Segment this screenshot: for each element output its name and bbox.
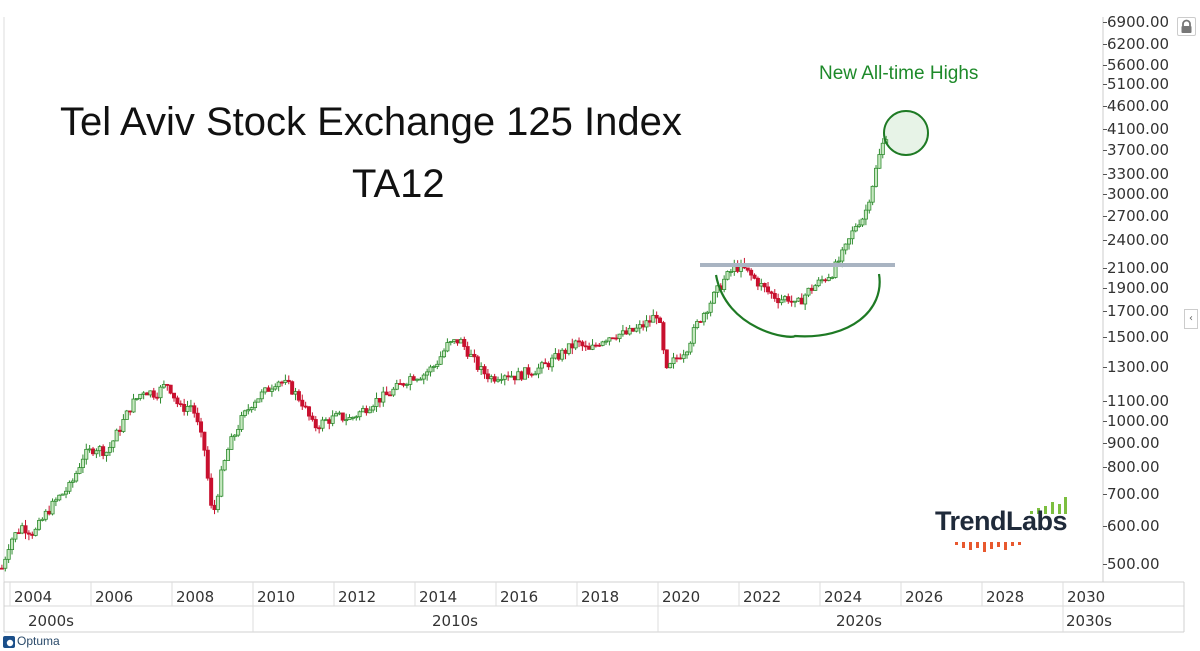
y-tick-label: 800.00 <box>1103 457 1160 476</box>
y-tick-label: 2100.00 <box>1102 258 1170 277</box>
x-tick-label: 2012 <box>338 588 377 606</box>
all-time-high-circle <box>883 110 929 156</box>
decade-label: 2010s <box>432 612 478 630</box>
x-tick-label: 2018 <box>581 588 620 606</box>
y-tick-label: 1500.00 <box>1102 328 1170 347</box>
x-axis-dividers <box>9 582 1064 632</box>
y-tick-label: 1300.00 <box>1102 357 1170 376</box>
decade-label: 2020s <box>836 612 882 630</box>
optuma-logo-icon <box>3 636 15 648</box>
y-tick-label: 700.00 <box>1103 485 1160 504</box>
x-tick-label: 2020 <box>662 588 701 606</box>
y-tick-label: 5600.00 <box>1102 55 1170 74</box>
y-tick-label: 3700.00 <box>1102 141 1170 160</box>
optuma-label: Optuma <box>17 634 60 648</box>
all-time-highs-annotation: New All-time Highs <box>819 63 979 84</box>
y-tick-label: 1700.00 <box>1102 302 1170 321</box>
rounding-bottom-arc <box>714 273 881 338</box>
lock-icon <box>1181 19 1192 33</box>
y-tick-label: 4600.00 <box>1102 96 1170 115</box>
y-tick-label: 5100.00 <box>1102 75 1170 94</box>
x-tick-label: 2016 <box>500 588 539 606</box>
decade-label: 2000s <box>28 612 74 630</box>
x-tick-label: 2010 <box>257 588 296 606</box>
y-tick-label: 1900.00 <box>1102 279 1170 298</box>
y-tick-label: 2700.00 <box>1102 206 1170 225</box>
y-tick-label: 2400.00 <box>1102 230 1170 249</box>
x-tick-label: 2006 <box>95 588 134 606</box>
optuma-footer: Optuma <box>17 634 60 648</box>
x-tick-label: 2004 <box>14 588 53 606</box>
y-tick-label: 600.00 <box>1103 517 1160 536</box>
chevron-left-icon: ‹ <box>1189 313 1193 324</box>
trendlabs-logo-bars <box>955 497 1067 552</box>
chart-title: Tel Aviv Stock Exchange 125 Index <box>60 100 682 144</box>
y-tick-label: 3300.00 <box>1102 165 1170 184</box>
x-tick-label: 2014 <box>419 588 458 606</box>
y-tick-label: 4100.00 <box>1102 120 1170 139</box>
y-tick-label: 1000.00 <box>1102 411 1170 430</box>
chart-subtitle: TA12 <box>352 162 445 206</box>
x-tick-label: 2026 <box>905 588 944 606</box>
x-tick-label: 2028 <box>986 588 1025 606</box>
y-tick-label: 3000.00 <box>1102 184 1170 203</box>
decade-label: 2030s <box>1066 612 1112 630</box>
x-tick-label: 2024 <box>824 588 863 606</box>
x-tick-label: 2008 <box>176 588 215 606</box>
trendlabs-logo: TrendLabs <box>935 506 1068 536</box>
collapse-panel-button[interactable]: ‹ <box>1184 309 1198 329</box>
lock-scale-button[interactable] <box>1177 17 1196 36</box>
y-tick-label: 900.00 <box>1103 433 1160 452</box>
x-tick-label: 2030 <box>1067 588 1106 606</box>
y-tick-label: 6200.00 <box>1102 34 1170 53</box>
y-tick-label: 500.00 <box>1103 555 1160 573</box>
price-candles <box>0 135 889 572</box>
y-tick-label: 1100.00 <box>1102 392 1170 411</box>
x-tick-label: 2022 <box>743 588 782 606</box>
y-tick-label: 6900.00 <box>1102 12 1170 31</box>
